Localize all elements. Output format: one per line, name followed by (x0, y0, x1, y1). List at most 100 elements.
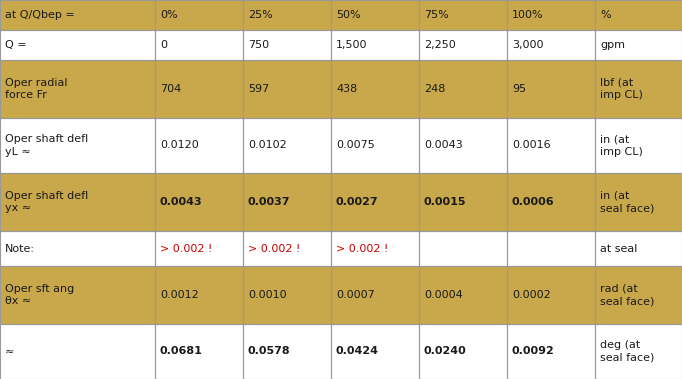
Bar (243, 231, 331, 266)
Bar (595, 30, 682, 60)
Text: 0.0004: 0.0004 (424, 290, 463, 300)
Bar (243, 324, 331, 379)
Bar (331, 173, 419, 231)
Text: 0: 0 (160, 40, 167, 50)
Text: deg (at
seal face): deg (at seal face) (600, 340, 654, 363)
Text: rad (at
seal face): rad (at seal face) (600, 283, 654, 306)
Bar (419, 324, 507, 379)
Bar (331, 60, 419, 118)
Text: > 0.002 !: > 0.002 ! (160, 243, 212, 254)
Bar (331, 324, 419, 379)
Text: gpm: gpm (600, 40, 625, 50)
Bar (155, 266, 243, 324)
Bar (507, 118, 595, 173)
Text: 750: 750 (248, 40, 269, 50)
Bar (507, 266, 595, 324)
Bar (419, 231, 507, 266)
Text: 0.0240: 0.0240 (424, 346, 466, 357)
Text: 704: 704 (160, 84, 181, 94)
Bar (0, 266, 155, 324)
Bar (595, 60, 682, 118)
Bar (243, 30, 331, 60)
Bar (243, 266, 331, 324)
Bar (595, 231, 682, 266)
Bar (419, 60, 507, 118)
Bar (331, 0, 419, 30)
Text: 95: 95 (512, 84, 526, 94)
Text: 0.0006: 0.0006 (512, 197, 554, 207)
Bar (595, 118, 682, 173)
Bar (507, 173, 595, 231)
Bar (595, 0, 682, 30)
Bar (595, 266, 682, 324)
Bar (331, 266, 419, 324)
Bar (507, 231, 595, 266)
Text: Oper shaft defl
yx ≈: Oper shaft defl yx ≈ (5, 191, 88, 213)
Text: 0.0092: 0.0092 (512, 346, 554, 357)
Bar (507, 60, 595, 118)
Text: 0.0007: 0.0007 (336, 290, 374, 300)
Bar (595, 173, 682, 231)
Text: 248: 248 (424, 84, 445, 94)
Bar (243, 0, 331, 30)
Text: 0.0075: 0.0075 (336, 141, 374, 150)
Text: Oper shaft defl
yL ≈: Oper shaft defl yL ≈ (5, 134, 88, 157)
Text: 0.0043: 0.0043 (424, 141, 463, 150)
Text: 3,000: 3,000 (512, 40, 544, 50)
Text: 0.0043: 0.0043 (160, 197, 203, 207)
Bar (0, 173, 155, 231)
Bar (243, 118, 331, 173)
Bar (0, 118, 155, 173)
Text: ≈: ≈ (5, 346, 14, 357)
Text: 0.0027: 0.0027 (336, 197, 379, 207)
Text: 597: 597 (248, 84, 269, 94)
Bar (155, 231, 243, 266)
Text: in (at
imp CL): in (at imp CL) (600, 134, 643, 157)
Text: > 0.002 !: > 0.002 ! (336, 243, 388, 254)
Text: 0.0578: 0.0578 (248, 346, 291, 357)
Bar (507, 30, 595, 60)
Bar (155, 324, 243, 379)
Bar (419, 30, 507, 60)
Text: Oper radial
force Fr: Oper radial force Fr (5, 78, 68, 100)
Bar (155, 118, 243, 173)
Text: 0.0015: 0.0015 (424, 197, 466, 207)
Text: 0.0010: 0.0010 (248, 290, 286, 300)
Bar (243, 173, 331, 231)
Bar (0, 231, 155, 266)
Text: 438: 438 (336, 84, 357, 94)
Text: 100%: 100% (512, 10, 544, 20)
Bar (331, 30, 419, 60)
Bar (419, 0, 507, 30)
Text: 0.0102: 0.0102 (248, 141, 286, 150)
Bar (419, 266, 507, 324)
Bar (155, 173, 243, 231)
Bar (595, 324, 682, 379)
Text: 0.0002: 0.0002 (512, 290, 551, 300)
Text: at Q/Qbep =: at Q/Qbep = (5, 10, 75, 20)
Bar (507, 324, 595, 379)
Text: 0.0120: 0.0120 (160, 141, 198, 150)
Bar (331, 231, 419, 266)
Bar (0, 0, 155, 30)
Bar (419, 118, 507, 173)
Text: 2,250: 2,250 (424, 40, 456, 50)
Text: 0%: 0% (160, 10, 177, 20)
Text: lbf (at
imp CL): lbf (at imp CL) (600, 78, 643, 100)
Bar (507, 0, 595, 30)
Text: 0.0012: 0.0012 (160, 290, 198, 300)
Text: 25%: 25% (248, 10, 273, 20)
Text: 0.0681: 0.0681 (160, 346, 203, 357)
Text: 0.0016: 0.0016 (512, 141, 550, 150)
Bar (243, 60, 331, 118)
Text: 0.0037: 0.0037 (248, 197, 291, 207)
Bar (331, 118, 419, 173)
Bar (155, 30, 243, 60)
Bar (419, 173, 507, 231)
Bar (0, 60, 155, 118)
Text: %: % (600, 10, 610, 20)
Text: 1,500: 1,500 (336, 40, 368, 50)
Text: 75%: 75% (424, 10, 449, 20)
Bar (0, 30, 155, 60)
Text: Oper sft ang
θx ≈: Oper sft ang θx ≈ (5, 283, 74, 306)
